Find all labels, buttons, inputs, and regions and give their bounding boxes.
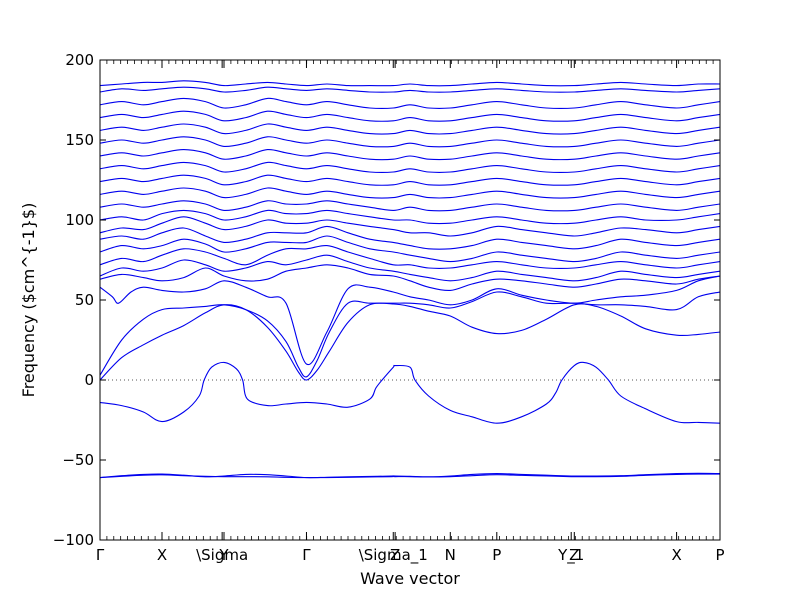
band-line-20 <box>100 123 720 135</box>
band-line-14 <box>100 200 720 212</box>
kpoint-label-6: \Sigma_1 <box>359 546 428 565</box>
band-line-9 <box>100 245 720 269</box>
kpoint-label-3: \Sigma <box>196 546 248 564</box>
band-line-22 <box>100 97 720 109</box>
kpoint-label-10: Y_1 <box>557 546 584 565</box>
band-line-19 <box>100 136 720 148</box>
band-line-6 <box>100 275 720 366</box>
band-line-16 <box>100 174 720 186</box>
kpoint-label-1: Γ <box>96 546 105 564</box>
y-tick-label: −100 <box>53 531 94 549</box>
kpoint-label-8: N <box>445 546 456 564</box>
y-tick-label: 200 <box>65 51 94 69</box>
band-line-15 <box>100 187 720 199</box>
kpoint-label-13: P <box>715 546 724 564</box>
kpoint-label-2: X <box>157 546 167 564</box>
band-line-4 <box>100 302 720 381</box>
band-line-17 <box>100 161 720 173</box>
band-line-3 <box>100 361 720 424</box>
y-tick-label: 0 <box>84 371 94 389</box>
x-axis-label: Wave vector <box>360 569 460 588</box>
kpoint-label-5: Γ <box>302 546 311 564</box>
band-line-12 <box>100 216 720 237</box>
band-line-5 <box>100 291 720 378</box>
kpoint-label-4: Y <box>218 546 229 564</box>
plot-frame <box>99 59 721 541</box>
y-tick-label: 100 <box>65 211 94 229</box>
kpoint-label-12: X <box>671 546 681 564</box>
kpoint-label-11: Z <box>569 546 579 564</box>
kpoint-label-7: Z <box>390 546 400 564</box>
band-line-21 <box>100 110 720 122</box>
y-axis-label: Frequency ($cm^{-1}$) <box>19 203 38 398</box>
band-line-2 <box>100 473 720 479</box>
y-tick-label: −50 <box>62 451 94 469</box>
band-line-24 <box>100 80 720 87</box>
band-line-8 <box>100 254 720 282</box>
band-line-13 <box>100 209 720 225</box>
axes-group <box>99 59 721 541</box>
bands-group <box>100 80 720 479</box>
y-tick-label: 150 <box>65 131 94 149</box>
band-line-10 <box>100 235 720 263</box>
band-line-7 <box>100 264 720 292</box>
band-line-11 <box>100 225 720 250</box>
band-line-23 <box>100 86 720 93</box>
y-tick-label: 50 <box>75 291 94 309</box>
kpoint-label-9: P <box>492 546 501 564</box>
band-line-18 <box>100 148 720 161</box>
